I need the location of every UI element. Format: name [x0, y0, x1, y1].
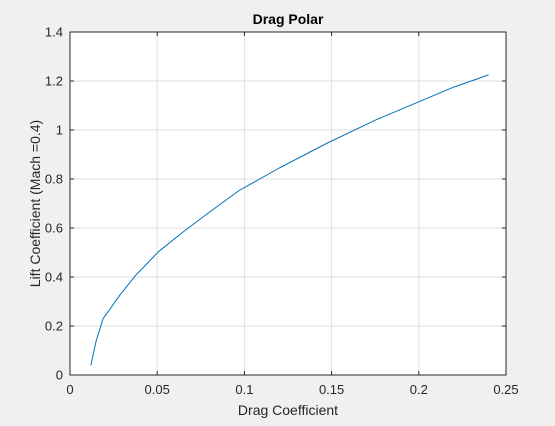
- y-tick-label: 0.8: [45, 172, 63, 187]
- y-tick-label: 1.4: [45, 25, 63, 40]
- axis-ticks: 0 0.05 0.1 0.15 0.2 0.25 0 0.2 0.4 0.6 0.8 1 1.2 1.4: [45, 25, 519, 398]
- y-tick-label: 0.4: [45, 270, 63, 285]
- axes-box: [69, 31, 507, 376]
- y-axis-label: Lift Coefficient (Mach =0.4): [27, 120, 43, 287]
- x-tick-label: 0.15: [319, 382, 344, 397]
- chart-title: Drag Polar: [253, 11, 324, 27]
- grid-lines: [70, 32, 506, 375]
- y-tick-label: 0.6: [45, 221, 63, 236]
- x-tick-label: 0.1: [235, 382, 253, 397]
- series-line: [90, 74, 489, 366]
- plot-area: [90, 74, 489, 366]
- y-tick-label: 0.2: [45, 319, 63, 334]
- x-tick-label: 0.05: [145, 382, 170, 397]
- y-tick-label: 0: [56, 368, 63, 383]
- x-tick-label: 0: [66, 382, 73, 397]
- axes-background: [70, 32, 506, 375]
- x-axis-label: Drag Coefficient: [238, 402, 338, 418]
- x-tick-label: 0.2: [410, 382, 428, 397]
- x-tick-label: 0.25: [493, 382, 518, 397]
- y-tick-label: 1: [56, 123, 63, 138]
- y-tick-label: 1.2: [45, 74, 63, 89]
